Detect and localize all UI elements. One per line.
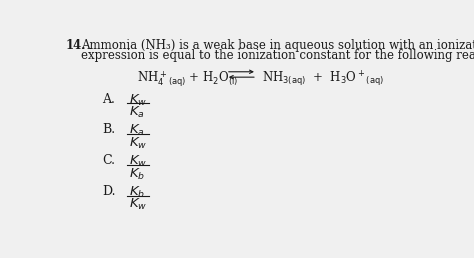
Text: expression is equal to the ionization constant for the following reaction?: expression is equal to the ionization co… (81, 50, 474, 62)
Text: $K_b$: $K_b$ (129, 185, 145, 200)
Text: 14.: 14. (65, 39, 86, 52)
Text: D.: D. (102, 185, 115, 198)
Text: $K_a$: $K_a$ (129, 123, 145, 139)
Text: $K_a$: $K_a$ (129, 105, 145, 120)
Text: $K_w$: $K_w$ (129, 93, 147, 108)
Text: C.: C. (102, 154, 115, 167)
Text: NH$_4^+$$_{\rm (aq)}$ + H$_2$O$_{\rm (l)}$: NH$_4^+$$_{\rm (aq)}$ + H$_2$O$_{\rm (l)… (137, 69, 238, 89)
Text: B.: B. (102, 123, 115, 136)
Text: Ammonia (NH₃) is a weak base in aqueous solution with an ionization constant Kb.: Ammonia (NH₃) is a weak base in aqueous … (81, 39, 474, 52)
Text: $K_w$: $K_w$ (129, 136, 147, 151)
Text: $K_w$: $K_w$ (129, 197, 147, 212)
Text: $K_w$: $K_w$ (129, 154, 147, 169)
Text: $K_b$: $K_b$ (129, 166, 145, 182)
Text: A.: A. (102, 93, 115, 106)
Text: NH$_{3\rm (aq)}$  +  H$_3$O$^+$$_{\rm (aq)}$: NH$_{3\rm (aq)}$ + H$_3$O$^+$$_{\rm (aq)… (262, 69, 384, 89)
